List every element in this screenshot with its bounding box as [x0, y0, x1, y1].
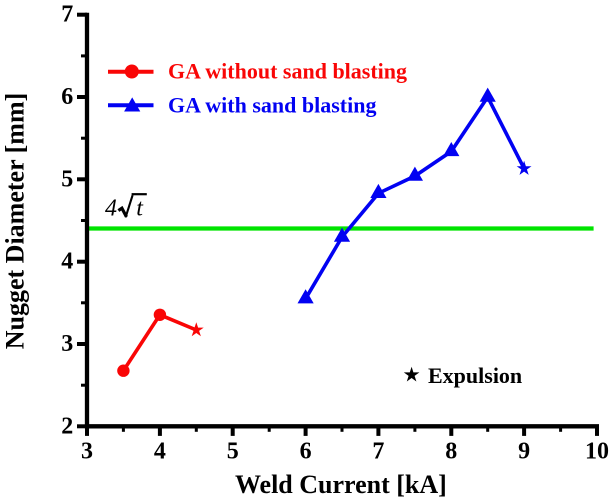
svg-text:7: 7 [61, 2, 73, 28]
svg-text:10: 10 [585, 438, 609, 464]
svg-text:GA without sand blasting: GA without sand blasting [168, 59, 407, 84]
svg-text:5: 5 [61, 166, 73, 192]
svg-text:Weld Current [kA]: Weld Current [kA] [235, 470, 447, 499]
svg-text:t: t [136, 195, 144, 221]
svg-text:3: 3 [81, 438, 93, 464]
svg-text:6: 6 [61, 84, 73, 110]
svg-text:Nugget Diameter [mm]: Nugget Diameter [mm] [0, 93, 29, 350]
svg-text:2: 2 [61, 413, 73, 439]
svg-text:5: 5 [227, 438, 239, 464]
svg-text:4: 4 [154, 438, 166, 464]
svg-text:Expulsion: Expulsion [428, 363, 522, 388]
svg-text:3: 3 [61, 331, 73, 357]
svg-text:4: 4 [61, 249, 73, 275]
svg-text:4: 4 [105, 195, 117, 221]
svg-text:6: 6 [300, 438, 312, 464]
svg-text:8: 8 [445, 438, 457, 464]
svg-text:7: 7 [372, 438, 384, 464]
svg-text:GA with sand blasting: GA with sand blasting [168, 92, 376, 117]
svg-text:9: 9 [518, 438, 530, 464]
